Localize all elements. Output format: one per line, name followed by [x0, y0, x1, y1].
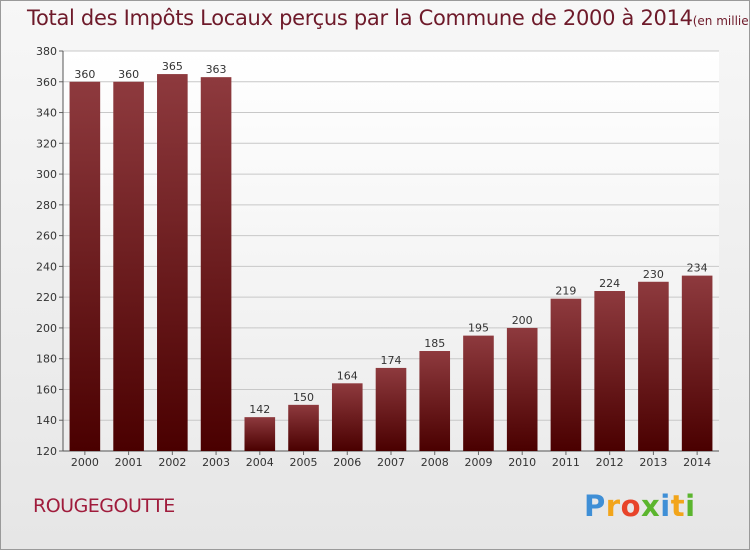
- logo-letter: x: [641, 489, 661, 523]
- bar-value-label: 150: [293, 391, 314, 404]
- bar: [69, 81, 101, 452]
- bar-value-label: 360: [118, 68, 139, 81]
- bar-value-label: 174: [381, 354, 402, 367]
- bar: [113, 81, 144, 452]
- bar-value-label: 365: [162, 60, 183, 73]
- bar-value-label: 185: [424, 337, 445, 350]
- y-tick-label: 300: [36, 168, 57, 181]
- bar-value-label: 234: [687, 262, 708, 275]
- bar: [638, 281, 669, 451]
- x-tick-label: 2000: [71, 456, 99, 469]
- chart-title-unit: (en milliers d'€): [692, 14, 749, 28]
- y-tick-label: 180: [36, 353, 57, 366]
- x-tick-label: 2011: [552, 456, 580, 469]
- logo-letter: i: [660, 489, 671, 523]
- bar-value-label: 219: [555, 285, 576, 298]
- bar: [157, 74, 188, 452]
- x-tick-label: 2012: [596, 456, 624, 469]
- bar-value-label: 195: [468, 322, 489, 335]
- bar: [550, 298, 582, 451]
- x-tick-label: 2009: [464, 456, 492, 469]
- bar: [419, 351, 451, 451]
- logo-letter: r: [605, 489, 621, 523]
- bar: [288, 404, 319, 451]
- x-tick-label: 2003: [202, 456, 230, 469]
- y-tick-label: 320: [36, 137, 57, 150]
- commune-name: ROUGEGOUTTE: [33, 495, 175, 517]
- bar-value-label: 230: [643, 268, 664, 281]
- y-tick-label: 380: [36, 45, 57, 58]
- bar: [506, 327, 538, 451]
- y-tick-label: 340: [36, 107, 57, 120]
- x-tick-label: 2001: [115, 456, 143, 469]
- y-tick-label: 220: [36, 291, 57, 304]
- bar: [331, 383, 363, 451]
- x-tick-label: 2008: [421, 456, 449, 469]
- bar: [244, 417, 276, 451]
- bar-value-label: 363: [206, 63, 227, 76]
- bar: [463, 335, 494, 451]
- y-tick-label: 160: [36, 383, 57, 396]
- bar: [200, 77, 232, 452]
- logo-letter: o: [620, 489, 642, 523]
- bar-value-label: 164: [337, 369, 358, 382]
- chart-title: Total des Impôts Locaux perçus par la Co…: [27, 6, 749, 30]
- y-tick-label: 260: [36, 230, 57, 243]
- y-tick-label: 140: [36, 414, 57, 427]
- x-tick-label: 2004: [246, 456, 274, 469]
- y-tick-label: 360: [36, 76, 57, 89]
- x-tick-label: 2006: [333, 456, 361, 469]
- bar: [594, 291, 625, 451]
- bar-value-label: 142: [249, 403, 270, 416]
- x-tick-label: 2010: [508, 456, 536, 469]
- x-tick-label: 2002: [158, 456, 186, 469]
- bar: [375, 367, 407, 451]
- y-tick-label: 200: [36, 322, 57, 335]
- chart-title-text: Total des Impôts Locaux perçus par la Co…: [27, 6, 693, 30]
- x-tick-label: 2005: [290, 456, 318, 469]
- proxiti-logo: Proxiti: [584, 489, 696, 523]
- logo-letter: t: [670, 489, 686, 523]
- bar-value-label: 224: [599, 277, 620, 290]
- y-tick-label: 240: [36, 260, 57, 273]
- y-tick-label: 280: [36, 199, 57, 212]
- x-tick-label: 2013: [639, 456, 667, 469]
- bar-value-label: 360: [74, 68, 95, 81]
- y-tick-label: 120: [36, 445, 57, 458]
- bar-value-label: 200: [512, 314, 533, 327]
- logo-letter: P: [584, 489, 606, 523]
- bar: [681, 275, 713, 451]
- logo-letter: i: [685, 489, 696, 523]
- x-tick-label: 2014: [683, 456, 711, 469]
- x-tick-label: 2007: [377, 456, 405, 469]
